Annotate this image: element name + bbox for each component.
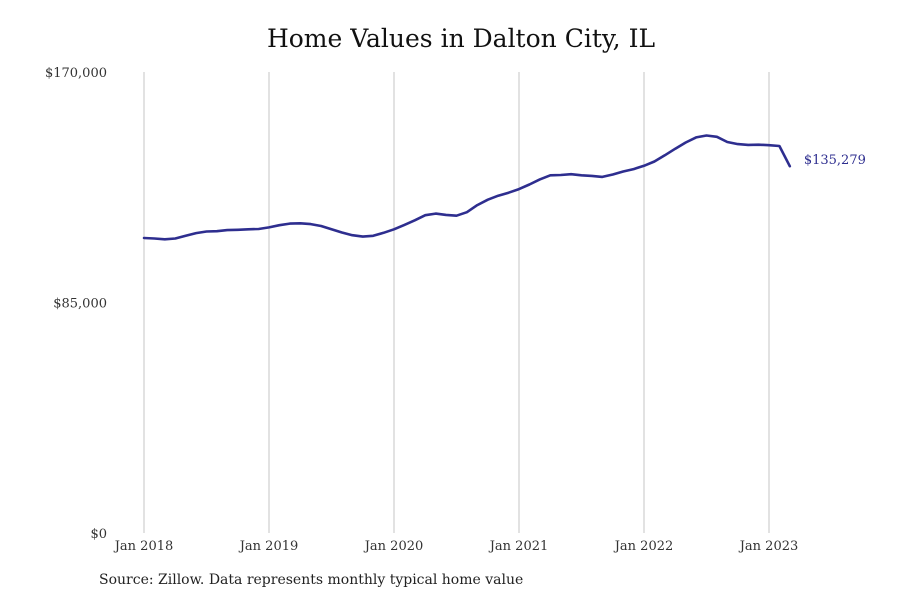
x-tick-label: Jan 2023 <box>738 539 799 554</box>
home-value-line <box>142 134 792 241</box>
x-tick-label: Jan 2018 <box>113 539 174 554</box>
x-tick-label: Jan 2022 <box>613 539 674 554</box>
y-tick-label: $0 <box>90 527 107 542</box>
end-label-layer: $135,279 <box>804 153 866 168</box>
y-axis-ticks: $0 $85,000 $170,000 <box>45 66 107 542</box>
y-tick-label: $85,000 <box>53 297 107 312</box>
end-value-label: $135,279 <box>804 153 866 168</box>
series-layer <box>142 134 792 241</box>
x-tick-label: Jan 2021 <box>488 539 549 554</box>
x-axis-ticks: Jan 2018 Jan 2019 Jan 2020 Jan 2021 Jan 2022… <box>113 539 799 554</box>
x-tick-label: Jan 2020 <box>363 539 424 554</box>
grid-lines <box>143 72 770 533</box>
chart-title: Home Values in Dalton City, IL <box>266 24 656 53</box>
y-tick-label: $170,000 <box>45 66 107 81</box>
source-note: Source: Zillow. Data represents monthly … <box>99 572 524 588</box>
x-tick-label: Jan 2019 <box>238 539 299 554</box>
